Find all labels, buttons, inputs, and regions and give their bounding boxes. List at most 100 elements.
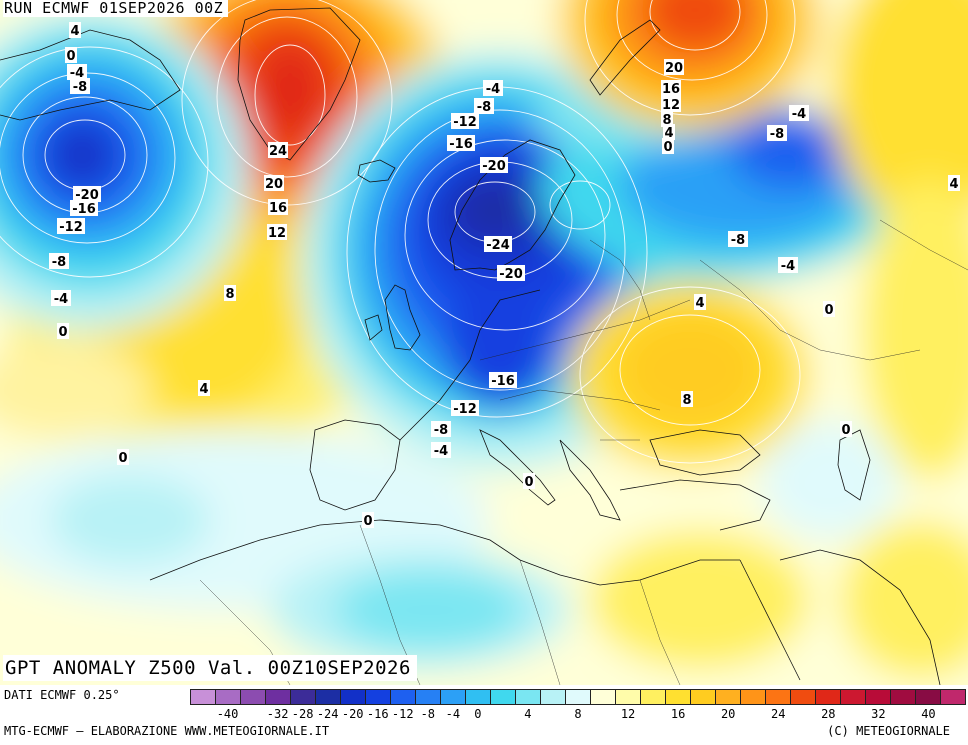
contour-label: 0 xyxy=(823,301,835,318)
svg-text:4: 4 xyxy=(695,296,704,311)
contour-label: -12 xyxy=(451,400,479,417)
anomaly-map: 40-4-8-20-16-12-8-4024201612840-4-8-12-1… xyxy=(0,0,968,685)
svg-text:0: 0 xyxy=(663,140,672,155)
svg-text:-16: -16 xyxy=(72,202,96,217)
contour-label: -20 xyxy=(73,186,101,203)
contour-label: -8 xyxy=(70,78,90,95)
contour-label: 4 xyxy=(69,22,81,39)
svg-text:0: 0 xyxy=(524,475,533,490)
colorbar-swatch xyxy=(841,689,866,705)
svg-text:0: 0 xyxy=(58,325,67,340)
colorbar-swatch xyxy=(216,689,241,705)
contour-label: -4 xyxy=(483,80,503,97)
svg-text:8: 8 xyxy=(662,113,671,128)
colorbar-swatch xyxy=(741,689,766,705)
contour-label: 24 xyxy=(268,142,288,159)
colorbar-swatch xyxy=(541,689,566,705)
svg-text:0: 0 xyxy=(824,303,833,318)
colorbar-tick-label: 16 xyxy=(670,707,686,721)
contour-label: 8 xyxy=(681,391,693,408)
contour-label: -16 xyxy=(489,372,517,389)
contour-label: 4 xyxy=(663,124,675,141)
colorbar-swatch xyxy=(391,689,416,705)
colorbar-swatch xyxy=(591,689,616,705)
contour-label: 12 xyxy=(661,96,681,113)
contour-label: 0 xyxy=(662,138,674,155)
colorbar-tick-label: 20 xyxy=(720,707,736,721)
contour-label: -4 xyxy=(431,442,451,459)
contour-label: -20 xyxy=(480,157,508,174)
svg-text:-4: -4 xyxy=(781,259,795,274)
contour-label: -8 xyxy=(767,125,787,142)
colorbar-swatch xyxy=(941,689,966,705)
colorbar-swatch xyxy=(341,689,366,705)
contour-label: 0 xyxy=(523,473,535,490)
colorbar-tick-label: -12 xyxy=(391,707,414,721)
colorbar-swatch xyxy=(466,689,491,705)
svg-text:-4: -4 xyxy=(434,444,448,459)
colorbar-swatch xyxy=(516,689,541,705)
credit-line: MTG-ECMWF – ELABORAZIONE WWW.METEOGIORNA… xyxy=(4,724,330,738)
svg-text:16: 16 xyxy=(269,201,287,216)
svg-text:-8: -8 xyxy=(434,423,448,438)
colorbar-swatch xyxy=(316,689,341,705)
colorbar-tick-label: 12 xyxy=(620,707,636,721)
colorbar-tick-label: 32 xyxy=(871,707,886,721)
map-title: GPT ANOMALY Z500 Val. 00Z10SEP2026 xyxy=(3,655,417,681)
colorbar-swatch xyxy=(566,689,591,705)
colorbar-swatch xyxy=(416,689,441,705)
contour-label: -8 xyxy=(49,253,69,270)
svg-text:24: 24 xyxy=(269,144,287,159)
contour-label: 12 xyxy=(267,224,287,241)
colorbar-swatch xyxy=(691,689,716,705)
contour-label: -8 xyxy=(728,231,748,248)
colorbar-swatch xyxy=(866,689,891,705)
colorbar-swatch xyxy=(266,689,291,705)
contour-label: 20 xyxy=(264,175,284,192)
colorbar-tick-label: 0 xyxy=(474,707,482,721)
contour-label: 0 xyxy=(57,323,69,340)
coastlines xyxy=(0,7,941,685)
contour-label: 0 xyxy=(362,512,374,529)
colorbar-tick-label: -40 xyxy=(216,707,239,721)
colorbar-swatch xyxy=(441,689,466,705)
svg-text:8: 8 xyxy=(682,393,691,408)
contour-label: -24 xyxy=(484,236,512,253)
colorbar-swatch xyxy=(916,689,941,705)
svg-text:4: 4 xyxy=(70,24,79,39)
svg-text:0: 0 xyxy=(66,49,75,64)
contour-label: -20 xyxy=(497,265,525,282)
contour-label: 4 xyxy=(198,380,210,397)
svg-text:-12: -12 xyxy=(453,402,477,417)
svg-text:-8: -8 xyxy=(477,100,491,115)
svg-text:-20: -20 xyxy=(499,267,523,282)
contour-label: 16 xyxy=(661,80,681,97)
contour-label: 4 xyxy=(694,294,706,311)
contour-label-layer: 40-4-8-20-16-12-8-4024201612840-4-8-12-1… xyxy=(49,22,960,529)
svg-text:-8: -8 xyxy=(73,80,87,95)
run-label: RUN ECMWF 01SEP2026 00Z xyxy=(3,0,229,17)
contour-label: -12 xyxy=(57,218,85,235)
colorbar xyxy=(190,689,966,705)
svg-text:-8: -8 xyxy=(52,255,66,270)
contour-label: 0 xyxy=(65,47,77,64)
svg-text:-16: -16 xyxy=(449,137,473,152)
colorbar-swatch xyxy=(716,689,741,705)
contour-lines xyxy=(0,0,800,463)
contour-label: -16 xyxy=(447,135,475,152)
contour-label: 8 xyxy=(661,111,673,128)
contour-label: 8 xyxy=(224,285,236,302)
colorbar-tick-label: -32 xyxy=(266,707,289,721)
svg-text:-4: -4 xyxy=(792,107,806,122)
colorbar-tick-label: -4 xyxy=(445,707,461,721)
colorbar-swatch xyxy=(491,689,516,705)
svg-text:-4: -4 xyxy=(70,66,84,81)
contour-label: 0 xyxy=(840,421,852,438)
svg-text:-8: -8 xyxy=(770,127,784,142)
colorbar-swatch xyxy=(891,689,916,705)
colorbar-tick-label: -24 xyxy=(316,707,339,721)
contour-label: -8 xyxy=(474,98,494,115)
colorbar-tick-label: 28 xyxy=(821,707,836,721)
contour-label: -4 xyxy=(789,105,809,122)
svg-text:0: 0 xyxy=(363,514,372,529)
